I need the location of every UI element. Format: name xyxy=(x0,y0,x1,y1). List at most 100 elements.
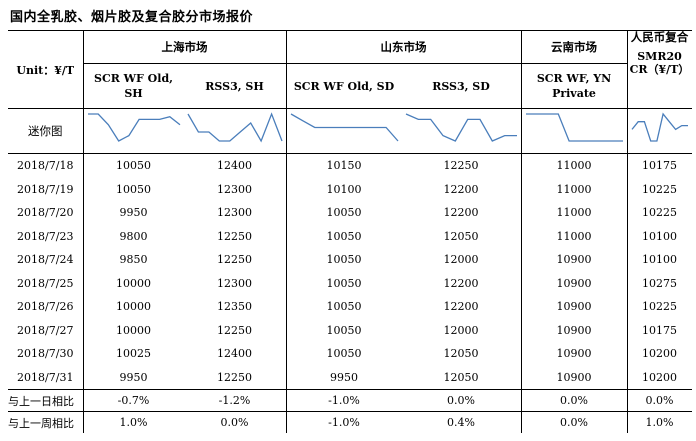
price-table: Unit：¥/T 上海市场 山东市场 云南市场 人民币复合 SMR20 CR（¥… xyxy=(8,30,692,433)
price-cell: 10200 xyxy=(626,365,692,390)
price-cell: 10000 xyxy=(82,295,184,319)
row-date: 2018/7/30 xyxy=(17,347,74,361)
market-header-yunnan: 云南市场 xyxy=(520,30,627,64)
sparkline-scr-sd xyxy=(290,113,398,142)
price-cell: 11000 xyxy=(520,153,627,178)
change-cell: 1.0% xyxy=(626,411,692,433)
price-cell: 10225 xyxy=(626,177,692,201)
change-cell: 0.0% xyxy=(626,389,692,412)
price-cell: 12250 xyxy=(217,370,252,384)
table-row: 2018/7/31 9950 12250 9950 12050 10900 10200 xyxy=(8,365,692,390)
table-row: 2018/7/30 10025 12400 10050 12050 10900 10200 xyxy=(8,342,692,366)
table-row: 2018/7/26 10000 12350 10050 12200 10900 10225 xyxy=(8,295,692,319)
price-cell: 12250 xyxy=(217,323,252,337)
price-cell: 10100 xyxy=(626,248,692,272)
price-cell: 12300 xyxy=(217,206,252,220)
row-date: 2018/7/18 xyxy=(17,159,74,173)
product-header-scr-yn: SCR WF, YN Private xyxy=(520,63,627,109)
change-row: 与上一日相比 -0.7% -1.2% -1.0% 0.0% 0.0% 0.0% xyxy=(8,389,692,412)
price-cell: 10900 xyxy=(520,248,627,272)
row-date: 2018/7/31 xyxy=(17,370,74,384)
price-cell: 10900 xyxy=(520,342,627,366)
product-header-rss3-sh: RSS3, SH xyxy=(183,63,286,109)
price-cell: 11000 xyxy=(520,201,627,225)
price-cell: 10275 xyxy=(626,271,692,295)
product-header-rss3-sd: RSS3, SD xyxy=(401,63,521,109)
sparkline-row: 迷你图 xyxy=(8,108,692,154)
table-row: 2018/7/20 9950 12300 10050 12200 11000 10225 xyxy=(8,201,692,225)
price-cell: 10050 xyxy=(285,201,402,225)
price-cell: 10050 xyxy=(285,342,402,366)
price-cell: 12250 xyxy=(217,253,252,267)
row-date: 2018/7/20 xyxy=(17,206,74,220)
price-cell: 10225 xyxy=(626,201,692,225)
price-cell: 9950 xyxy=(82,201,184,225)
price-cell: 12200 xyxy=(443,276,479,290)
change-label: 与上一周相比 xyxy=(8,411,83,433)
price-cell: 12200 xyxy=(443,300,479,314)
sparkline-line xyxy=(405,113,517,142)
price-cell: 12200 xyxy=(443,182,479,196)
sparkline-line xyxy=(630,112,688,142)
change-cell: 0.0% xyxy=(401,389,521,412)
price-cell: 9800 xyxy=(82,224,184,248)
price-cell: 12400 xyxy=(217,159,252,173)
table-row: 2018/7/25 10000 12300 10050 12200 10900 10275 xyxy=(8,271,692,295)
sparkline-rss3-sh xyxy=(186,112,283,143)
change-cell: 0.4% xyxy=(401,411,521,433)
price-cell: 12050 xyxy=(443,229,479,243)
price-cell: 12050 xyxy=(443,370,479,384)
price-cell: 12000 xyxy=(443,323,479,337)
market-header-shandong: 山东市场 xyxy=(285,30,521,64)
row-date: 2018/7/27 xyxy=(17,323,74,337)
product-header-smr20: SMR20 CR（¥/T） xyxy=(629,50,690,76)
change-cell: -0.7% xyxy=(82,389,184,412)
composite-header-cell: 人民币复合 SMR20 CR（¥/T） xyxy=(626,30,692,109)
price-cell: 10900 xyxy=(520,295,627,319)
price-cell: 11000 xyxy=(520,224,627,248)
unit-label: Unit：¥/T xyxy=(8,30,83,109)
sparkline-line xyxy=(87,113,180,142)
table-row: 2018/7/19 10050 12300 10100 12200 11000 10225 xyxy=(8,177,692,201)
row-date: 2018/7/24 xyxy=(17,253,74,267)
price-cell: 12400 xyxy=(217,347,252,361)
price-cell: 10175 xyxy=(626,318,692,342)
price-cell: 10000 xyxy=(82,318,184,342)
price-cell: 12200 xyxy=(443,206,479,220)
sparkline-scr-yn xyxy=(525,113,623,142)
price-cell: 9850 xyxy=(82,248,184,272)
table-row: 2018/7/24 9850 12250 10050 12000 10900 10100 xyxy=(8,248,692,272)
change-cell: -1.0% xyxy=(285,411,402,433)
price-cell: 12250 xyxy=(443,159,479,173)
sparkline-scr-sh xyxy=(87,113,180,142)
price-cell: 10225 xyxy=(626,295,692,319)
price-cell: 12000 xyxy=(443,253,479,267)
change-cell: -1.2% xyxy=(183,389,286,412)
price-cell: 10100 xyxy=(626,224,692,248)
price-cell: 9950 xyxy=(82,365,184,390)
product-header-scr-sh: SCR WF Old, SH xyxy=(82,63,184,109)
price-cell: 10050 xyxy=(82,153,184,178)
price-cell: 10900 xyxy=(520,318,627,342)
price-cell: 10000 xyxy=(82,271,184,295)
price-cell: 10050 xyxy=(285,271,402,295)
price-cell: 12050 xyxy=(443,347,479,361)
price-cell: 12250 xyxy=(217,229,252,243)
change-cell: 1.0% xyxy=(82,411,184,433)
change-cell: 0.0% xyxy=(520,411,627,433)
price-cell: 10050 xyxy=(285,318,402,342)
market-header-shanghai: 上海市场 xyxy=(82,30,286,64)
change-row: 与上一周相比 1.0% 0.0% -1.0% 0.4% 0.0% 1.0% xyxy=(8,411,692,433)
page-title: 国内全乳胶、烟片胶及复合胶分市场报价 xyxy=(10,10,254,25)
table-row: 2018/7/18 10050 12400 10150 12250 11000 10175 xyxy=(8,153,692,178)
table-row: 2018/7/27 10000 12250 10050 12000 10900 10175 xyxy=(8,318,692,342)
row-date: 2018/7/26 xyxy=(17,300,74,314)
change-cell: -1.0% xyxy=(285,389,402,412)
sparkline-line xyxy=(186,112,283,143)
price-cell: 10150 xyxy=(285,153,402,178)
row-date: 2018/7/19 xyxy=(17,182,74,196)
sparkline-rss3-sd xyxy=(405,113,517,142)
price-cell: 12350 xyxy=(217,300,252,314)
price-cell: 10900 xyxy=(520,365,627,390)
price-cell: 10900 xyxy=(520,271,627,295)
